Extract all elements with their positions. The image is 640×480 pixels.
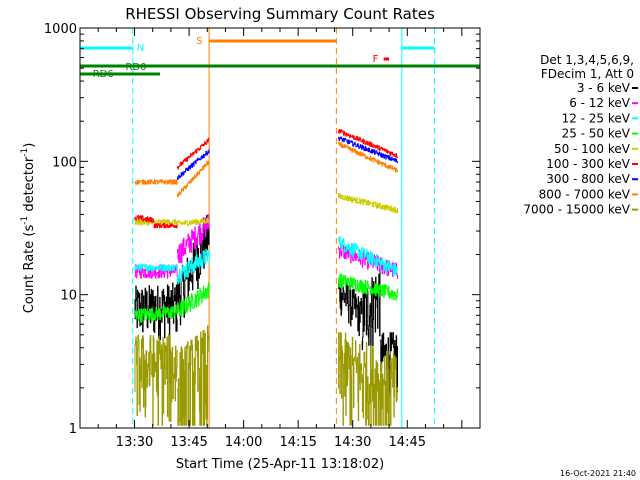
series-line-8-seg-0 [134, 333, 178, 426]
y-axis-label-exp1: -1 [20, 216, 30, 225]
series-line-5-seg-1 [153, 222, 178, 229]
rd0-label: RD0 [125, 62, 146, 73]
series-line-5-seg-2 [177, 137, 210, 170]
y-axis-label-detector: detector [22, 156, 37, 216]
y-axis-label-close: ) [22, 143, 37, 148]
rd6-label: RD6 [93, 69, 114, 80]
legend-label-2: 12 - 25 keV [562, 111, 631, 125]
legend-label-3: 25 - 50 keV [562, 127, 631, 141]
legend: Det 1,3,4,5,6,9, FDecim 1, Att 0 3 - 6 k… [523, 53, 638, 217]
y-axis-label: Count Rate (s-1 detector-1) [20, 143, 37, 314]
legend-label-7: 800 - 7000 keV [539, 187, 631, 201]
legend-title-line1: Det 1,3,4,5,6,9, [540, 53, 634, 67]
legend-label-4: 50 - 100 keV [554, 142, 631, 156]
y-tick-label-3: 1000 [44, 22, 77, 37]
series-line-8-seg-2 [338, 332, 398, 426]
x-tick-label-2: 14:00 [225, 435, 262, 450]
series-line-3-seg-1 [177, 282, 210, 317]
legend-label-0: 3 - 6 keV [577, 81, 631, 95]
series-line-2-seg-0 [134, 263, 178, 272]
x-tick-label-5: 14:45 [389, 435, 426, 450]
series-line-2-seg-1 [177, 248, 210, 285]
series-line-0-seg-0 [134, 282, 178, 341]
chart-title: RHESSI Observing Summary Count Rates [125, 5, 435, 23]
legend-title-line2: FDecim 1, Att 0 [541, 67, 634, 81]
series-line-3-seg-0 [134, 304, 178, 323]
series-line-6-seg-0 [177, 148, 210, 180]
data-series-group [134, 128, 398, 426]
x-tick-label-4: 14:30 [334, 435, 371, 450]
series-line-7-seg-1 [177, 160, 210, 197]
night-label: N [137, 43, 144, 54]
series-line-0-seg-4 [379, 332, 398, 396]
legend-label-5: 100 - 300 keV [546, 157, 630, 171]
series-line-8-seg-1 [177, 325, 210, 426]
x-tick-label-1: 13:45 [170, 435, 207, 450]
y-tick-label-0: 1 [69, 422, 77, 437]
series-line-7-seg-2 [338, 141, 398, 173]
series-line-2-seg-2 [338, 236, 398, 276]
y-tick-label-2: 100 [52, 155, 77, 170]
y-axis-label-main: Count Rate (s [22, 225, 37, 314]
series-line-5-seg-0 [134, 215, 154, 224]
series-line-6-seg-1 [338, 136, 398, 163]
legend-label-8: 7000 - 15000 keV [523, 203, 630, 217]
series-line-4-seg-2 [338, 192, 398, 214]
flare-label: F [373, 54, 379, 65]
series-line-5-seg-3 [338, 128, 398, 158]
series-line-7-seg-0 [134, 179, 178, 185]
footer-timestamp: 16-Oct-2021 21:40 [560, 469, 636, 478]
y-tick-label-1: 10 [60, 289, 77, 304]
series-line-3-seg-2 [338, 273, 398, 301]
series-line-0-seg-3 [361, 262, 381, 351]
x-axis-label: Start Time (25-Apr-11 13:18:02) [176, 457, 384, 472]
x-tick-label-3: 14:15 [279, 435, 316, 450]
legend-label-1: 6 - 12 keV [569, 96, 631, 110]
series-line-4-seg-1 [177, 218, 210, 227]
legend-label-6: 300 - 800 keV [546, 172, 630, 186]
plot-area: N S F RD0 RD6 1 10 100 1000 13:30 13:45 14:00 14:15 1… [44, 22, 481, 450]
x-tick-label-0: 13:30 [116, 435, 153, 450]
y-axis-label-exp2: -1 [20, 148, 30, 157]
saa-label: S [196, 36, 202, 47]
